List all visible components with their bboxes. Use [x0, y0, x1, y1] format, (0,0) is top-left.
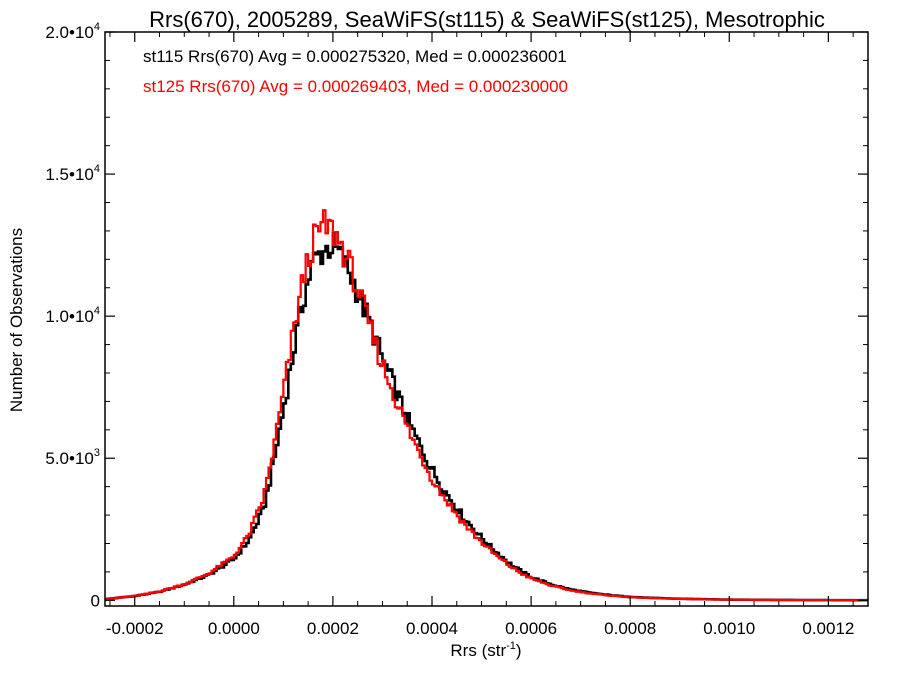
y-tick-label: 1.0•104	[45, 305, 100, 326]
x-tick-label: 0.0006	[505, 619, 557, 638]
x-axis: -0.0002 0.0000 0.0002 0.0004 0.0006 0.0008 0.0…	[106, 32, 854, 638]
x-axis-label-exponent: -1	[506, 640, 516, 652]
y-axis-label: Number of Observations	[7, 228, 26, 412]
y-tick-label-exponent: 4	[94, 163, 100, 175]
y-tick-label-base: 1.0•10	[45, 307, 94, 326]
y-tick-label: 1.5•104	[45, 163, 100, 184]
x-axis-label: Rrs (str-1)	[450, 640, 521, 660]
legend-entry-st125: st125 Rrs(670) Avg = 0.000269403, Med = …	[143, 77, 568, 96]
x-tick-label: 0.0002	[307, 619, 359, 638]
y-tick-label-base: 5.0•10	[45, 449, 94, 468]
y-tick-label-base: 0	[91, 591, 100, 610]
x-tick-label: 0.0008	[604, 619, 656, 638]
x-tick-label: 0.0000	[208, 619, 260, 638]
y-tick-label: 2.0•104	[45, 21, 100, 42]
chart-title: Rrs(670), 2005289, SeaWiFS(st115) & SeaW…	[149, 7, 825, 32]
x-tick-label: -0.0002	[106, 619, 164, 638]
y-tick-label-exponent: 3	[94, 447, 100, 459]
x-axis-label-main: Rrs (str	[450, 641, 506, 660]
y-tick-label-base: 1.5•10	[45, 165, 94, 184]
y-tick-label-base: 2.0•10	[45, 23, 94, 42]
y-tick-label: 5.0•103	[45, 447, 100, 468]
y-tick-label-exponent: 4	[94, 21, 100, 33]
series-layer	[105, 209, 868, 602]
x-tick-label: 0.0012	[802, 619, 854, 638]
x-axis-label-suffix: )	[516, 641, 522, 660]
series-st125-line	[105, 209, 868, 602]
x-tick-label: 0.0010	[703, 619, 755, 638]
y-tick-label: 0	[91, 591, 100, 610]
y-tick-label-exponent: 4	[94, 305, 100, 317]
plot-frame	[104, 31, 869, 607]
x-tick-label: 0.0004	[406, 619, 458, 638]
legend-entry-st115: st115 Rrs(670) Avg = 0.000275320, Med = …	[143, 47, 567, 66]
